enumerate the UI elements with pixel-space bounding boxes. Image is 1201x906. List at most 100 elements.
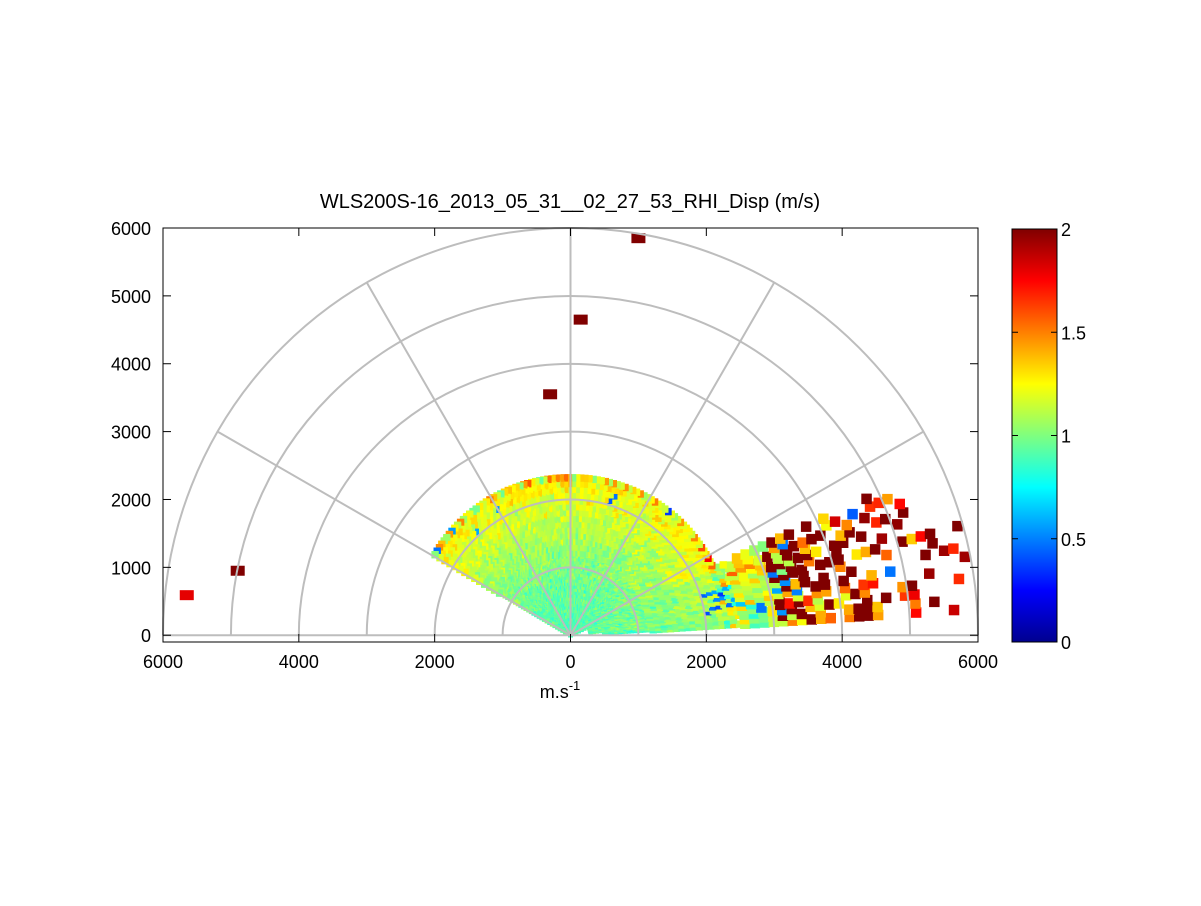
data-cell [552, 480, 561, 488]
data-cell [860, 546, 872, 558]
data-cell [897, 507, 909, 518]
data-cell [756, 602, 767, 613]
x-axis: 6000 4000 2000 0 2000 4000 6000 [143, 228, 998, 672]
data-cell [844, 527, 855, 538]
data-cell [698, 570, 706, 579]
data-cell [880, 592, 892, 604]
data-cell [782, 586, 793, 598]
y-tick-label: 5000 [111, 287, 151, 307]
data-cell [581, 474, 589, 483]
colorbar-tick-label: 2 [1061, 220, 1071, 240]
data-cell [863, 610, 874, 621]
data-cell [831, 547, 842, 558]
colorbar-ticks: 0 0.5 1 1.5 2 [1012, 220, 1086, 653]
data-cell [560, 474, 568, 482]
data-cell [576, 485, 584, 494]
data-cell [948, 543, 959, 554]
data-cell [892, 519, 903, 530]
data-cell [720, 579, 728, 587]
data-cell [549, 486, 557, 494]
data-cell [773, 553, 784, 564]
data-cell [712, 594, 721, 602]
data-cell [793, 596, 805, 608]
data-cell [839, 582, 851, 594]
data-cell [605, 478, 613, 487]
data-cell [595, 488, 603, 496]
data-cell [733, 607, 741, 615]
data-cell [573, 474, 581, 482]
data-cell [561, 485, 569, 494]
data-cell [710, 569, 718, 578]
data-cell [774, 594, 785, 605]
data-cell [725, 561, 736, 572]
data-cell [779, 575, 791, 586]
x-tick-label: 4000 [279, 652, 319, 672]
data-cell [851, 549, 863, 560]
data-cell [521, 486, 530, 494]
data-cell [731, 553, 743, 564]
data-cell [735, 620, 744, 628]
data-cell [564, 474, 573, 482]
data-cell [846, 566, 857, 577]
x-axis-label: m.s-1 [540, 678, 581, 702]
data-cell [580, 486, 588, 494]
data-cell [768, 542, 780, 554]
data-cell [835, 530, 846, 541]
data-cell [873, 497, 884, 509]
data-cell [924, 528, 936, 540]
data-cell [814, 600, 826, 611]
x-tick-label: 6000 [143, 652, 183, 672]
data-cell [585, 475, 593, 483]
data-cell [824, 557, 835, 568]
data-cell [806, 533, 817, 545]
data-cell [854, 611, 865, 622]
data-cell [738, 571, 750, 582]
data-cell [727, 608, 735, 616]
data-cell [859, 587, 871, 598]
data-cell [537, 482, 545, 491]
data-cell [872, 601, 883, 613]
data-cell [853, 603, 864, 614]
data-cell [792, 590, 804, 602]
data-cell [721, 583, 730, 591]
y-axis: 0 1000 2000 3000 4000 5000 6000 [111, 219, 978, 646]
data-cell [829, 516, 841, 527]
data-cell [729, 612, 737, 620]
data-cell [899, 590, 911, 601]
data-cell [564, 479, 573, 488]
data-cell [730, 620, 738, 629]
data-cell [897, 536, 908, 547]
data-cell [805, 601, 816, 613]
data-cell [847, 508, 858, 520]
data-cell [770, 548, 782, 559]
data-cell [724, 621, 732, 629]
x-tick-label: 2000 [415, 652, 455, 672]
data-cell [778, 569, 789, 581]
data-cell [577, 474, 585, 482]
data-cell [549, 480, 557, 489]
data-cell [906, 533, 917, 545]
data-cells [431, 474, 971, 638]
data-cell [504, 486, 512, 495]
data-cell [910, 598, 921, 609]
data-cell [524, 480, 532, 488]
data-cell [779, 544, 791, 555]
data-cell [861, 493, 872, 505]
data-cell [544, 475, 552, 484]
x-tick-label: 6000 [958, 652, 998, 672]
data-cell [787, 609, 798, 621]
data-cell [718, 593, 726, 601]
data-cell [812, 594, 824, 605]
data-cell [724, 617, 732, 625]
data-cell [867, 578, 879, 589]
data-cell [528, 478, 536, 487]
data-cell [601, 477, 609, 486]
data-cell [835, 561, 846, 572]
data-cell [716, 585, 724, 593]
data-cell [446, 559, 454, 568]
outlier-point [543, 389, 558, 400]
data-cell [593, 476, 601, 484]
data-cell [714, 602, 723, 610]
data-cell [796, 564, 808, 576]
